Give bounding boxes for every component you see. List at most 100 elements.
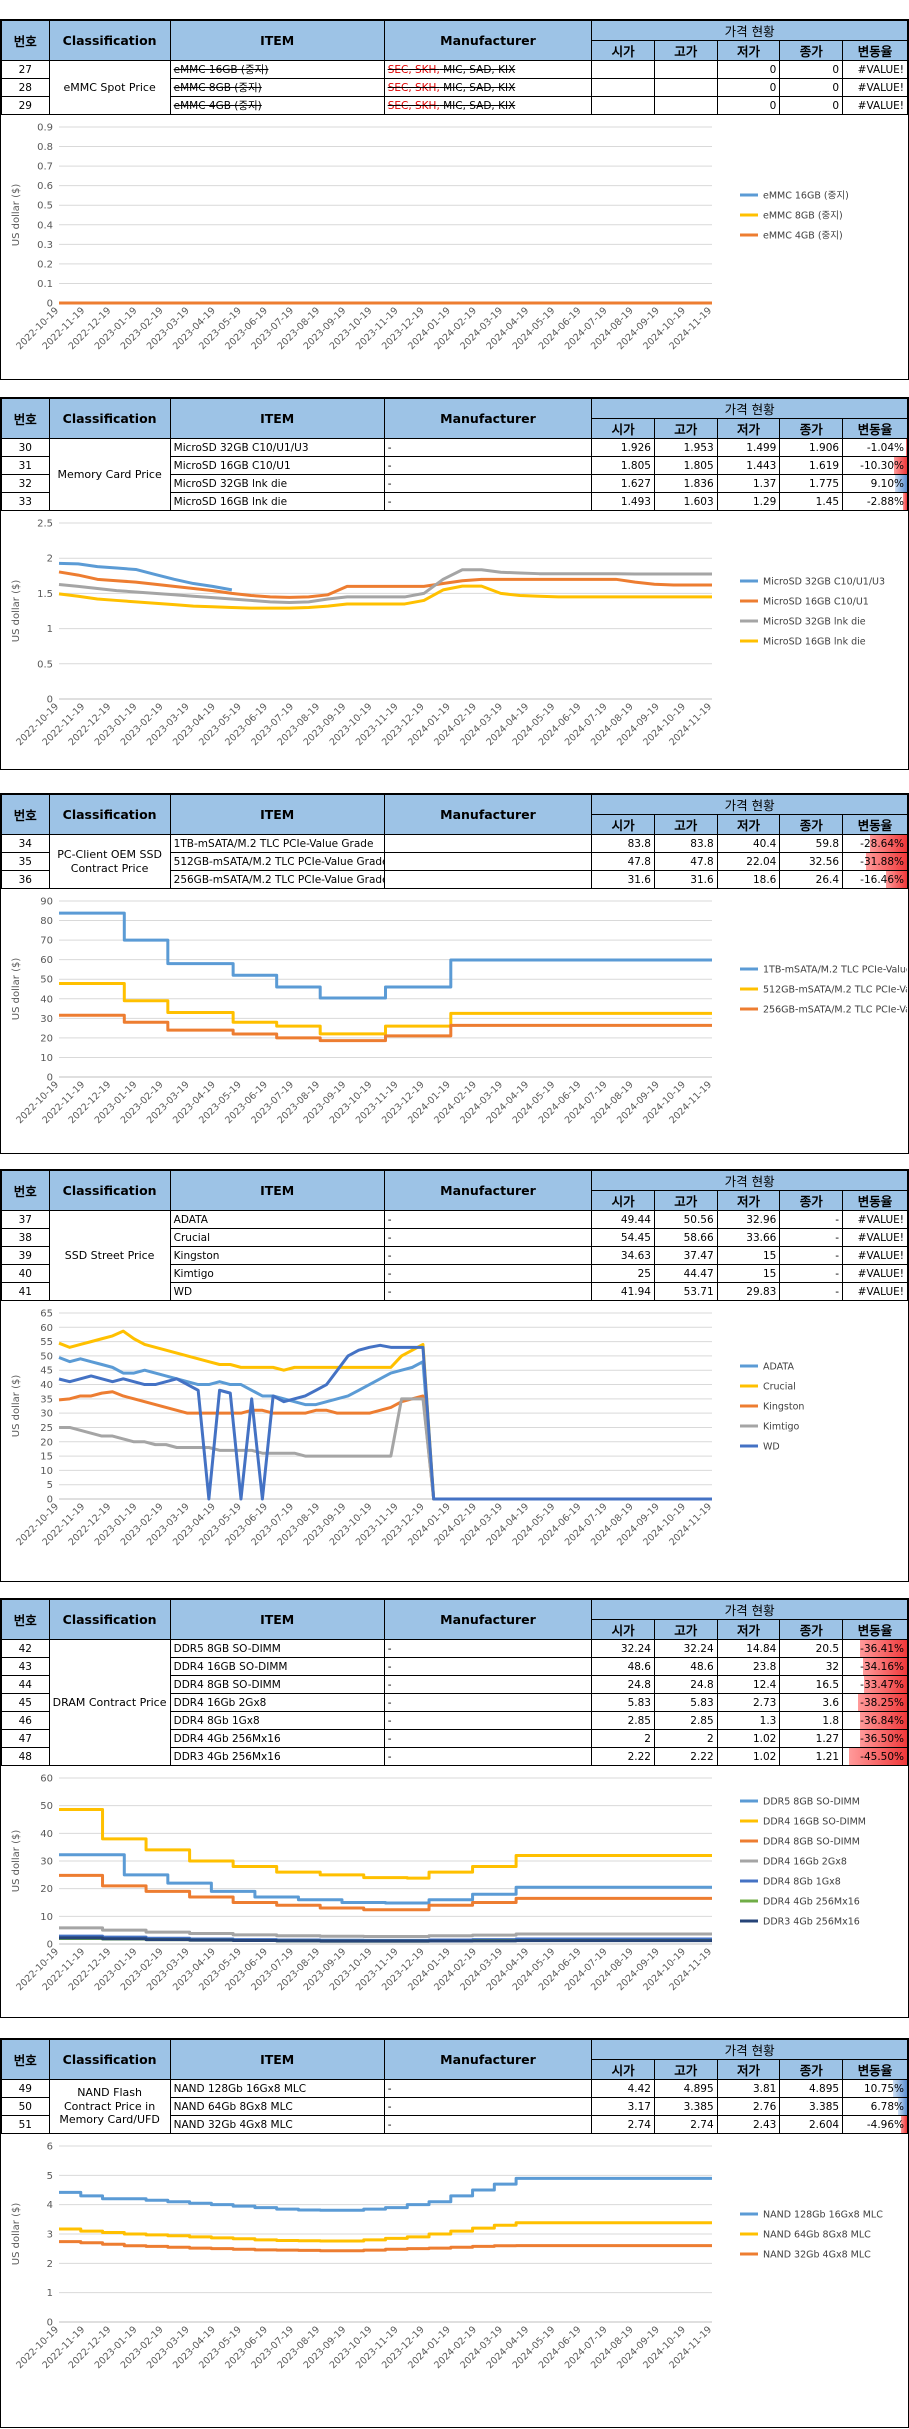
- legend-label: ADATA: [763, 1362, 794, 1373]
- y-tick-label: 45: [40, 1366, 53, 1377]
- header-item: ITEM: [169, 1599, 385, 1640]
- header-no: 번호: [1, 20, 50, 61]
- header-chg: 변동율: [842, 40, 908, 61]
- item-cell: Kingston: [169, 1246, 385, 1265]
- header-chg: 변동율: [842, 814, 908, 835]
- manufacturer-cell: [383, 870, 593, 889]
- open-cell: [591, 60, 655, 79]
- header-no: 번호: [1, 398, 50, 439]
- change-rate-cell: -4.96%: [842, 2115, 908, 2134]
- open-cell: 49.44: [591, 1210, 655, 1229]
- table-row: 51 NAND 32Gb 4Gx8 MLC -2.74 2.74 2.43 2.604 -4…: [1, 2115, 908, 2134]
- manufacturer-text: -: [387, 1660, 392, 1673]
- row-number: 31: [1, 456, 50, 475]
- y-tick-label: 50: [40, 975, 53, 986]
- header-close: 종가: [779, 814, 844, 835]
- y-tick-label: 50: [40, 1351, 53, 1362]
- manufacturer-cell: -: [383, 1639, 593, 1658]
- y-tick-label: 60: [40, 1774, 53, 1785]
- series-line-3: [59, 1013, 712, 1043]
- item-cell: 512GB-mSATA/M.2 TLC PCIe-Value Grade: [169, 852, 385, 871]
- manufacturer-cell: -: [383, 1210, 593, 1229]
- header-low: 저가: [716, 2059, 781, 2080]
- legend-label: Crucial: [763, 1382, 796, 1393]
- open-cell: 83.8: [591, 834, 655, 853]
- price-table: 번호 Classification ITEM Manufacturer 가격 현황 시가 고…: [1, 2039, 908, 2134]
- y-tick-label: 70: [40, 936, 53, 947]
- item-cell: 1TB-mSATA/M.2 TLC PCIe-Value Grade: [169, 834, 385, 853]
- classification-cell: Memory Card Price: [48, 438, 171, 511]
- table-row: 40 Kimtigo -25 44.47 15- #VALUE!: [1, 1264, 908, 1283]
- item-cell: MicroSD 32GB lnk die: [169, 474, 385, 493]
- y-axis-label: US dollar ($): [11, 1830, 22, 1893]
- change-rate-value: -10.30%: [860, 459, 904, 472]
- manufacturer-cell: -: [383, 1657, 593, 1676]
- change-rate-value: #VALUE!: [857, 81, 904, 94]
- high-cell: 1.603: [653, 492, 718, 511]
- y-tick-label: 0.3: [37, 240, 53, 251]
- classification-cell: DRAM Contract Price: [48, 1639, 171, 1766]
- open-cell: 41.94: [591, 1282, 655, 1301]
- series-line-5: [58, 1343, 712, 1501]
- change-rate-value: #VALUE!: [857, 1267, 904, 1280]
- manufacturer-cell: -: [383, 2115, 593, 2134]
- header-chg: 변동율: [842, 2059, 908, 2080]
- header-classification: Classification: [48, 20, 171, 61]
- y-tick-label: 5: [47, 2171, 53, 2182]
- header-manufacturer: Manufacturer: [383, 20, 593, 61]
- low-cell: 0: [716, 78, 781, 97]
- legend-label: DDR4 4Gb 256Mx16: [763, 1897, 860, 1908]
- price-table: 번호 Classification ITEM Manufacturer 가격 현황 시가 고…: [1, 20, 908, 115]
- y-tick-label: 10: [40, 1912, 53, 1923]
- low-cell: 0: [716, 96, 781, 115]
- manufacturer-cell: -: [383, 1282, 593, 1301]
- change-rate-cell: 6.78%: [842, 2097, 908, 2116]
- change-rate-value: -34.16%: [860, 1660, 904, 1673]
- change-rate-cell: -10.30%: [842, 456, 908, 475]
- y-tick-label: 50: [40, 1801, 53, 1812]
- manufacturer-cell: -: [383, 1693, 593, 1712]
- change-rate-bar: [898, 2098, 907, 2115]
- change-rate-bar: [860, 1730, 907, 1747]
- item-cell: DDR5 8GB SO-DIMM: [169, 1639, 385, 1658]
- manufacturer-cell: SEC, SKH, MIC, SAD, KIX: [383, 96, 593, 115]
- y-tick-label: 0: [47, 1073, 53, 1084]
- change-rate-cell: -2.88%: [842, 492, 908, 511]
- change-rate-value: -36.41%: [860, 1642, 904, 1655]
- item-cell: 256GB-mSATA/M.2 TLC PCIe-Value Grade: [169, 870, 385, 889]
- change-rate-bar: [893, 2080, 907, 2097]
- change-rate-cell: #VALUE!: [842, 96, 908, 115]
- row-number: 48: [1, 1747, 50, 1766]
- close-cell: 1.45: [779, 492, 844, 511]
- legend-label: 1TB-mSATA/M.2 TLC PCIe-Value Grade: [763, 965, 907, 976]
- price-table: 번호 Classification ITEM Manufacturer 가격 현황 시가 고…: [1, 398, 908, 511]
- legend-label: 512GB-mSATA/M.2 TLC PCIe-Value Grade: [763, 985, 907, 996]
- header-low: 저가: [716, 1190, 781, 1211]
- change-rate-cell: #VALUE!: [842, 60, 908, 79]
- y-tick-label: 0.4: [37, 220, 53, 231]
- row-number: 27: [1, 60, 50, 79]
- change-rate-bar: [860, 1640, 907, 1657]
- row-number: 34: [1, 834, 50, 853]
- header-classification: Classification: [48, 794, 171, 835]
- change-rate-cell: -33.47%: [842, 1675, 908, 1694]
- change-rate-cell: -16.46%: [842, 870, 908, 889]
- manufacturer-text: -: [387, 2082, 392, 2095]
- open-cell: 31.6: [591, 870, 655, 889]
- manufacturer-cell: -: [383, 1747, 593, 1766]
- legend-label: MicroSD 16GB C10/U1: [763, 597, 869, 608]
- close-cell: -: [779, 1282, 844, 1301]
- close-cell: 32.56: [779, 852, 844, 871]
- item-cell: eMMC 4GB (중지): [169, 96, 385, 115]
- low-cell: 18.6: [716, 870, 781, 889]
- header-open: 시가: [591, 814, 655, 835]
- open-cell: [591, 96, 655, 115]
- y-tick-label: 0.7: [37, 162, 53, 173]
- low-cell: 40.4: [716, 834, 781, 853]
- row-number: 46: [1, 1711, 50, 1730]
- legend-label: eMMC 8GB (중지): [763, 211, 843, 222]
- high-cell: 3.385: [653, 2097, 718, 2116]
- row-number: 29: [1, 96, 50, 115]
- manufacturer-text: -: [387, 1249, 392, 1262]
